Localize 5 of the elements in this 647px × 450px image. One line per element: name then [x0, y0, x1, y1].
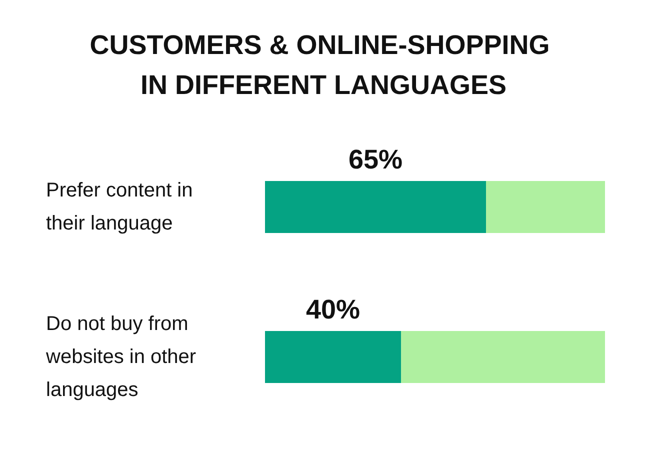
data-label: 65% — [348, 144, 403, 174]
chart-title: CUSTOMERS & ONLINE-SHOPPING IN DIFFERENT LANGUAGES — [90, 30, 558, 100]
y-tick-label: Do not buy from websites in other languages — [45, 313, 202, 401]
y-tick-label: Prefer content in their language — [46, 180, 198, 234]
data-label: 40% — [306, 294, 360, 324]
